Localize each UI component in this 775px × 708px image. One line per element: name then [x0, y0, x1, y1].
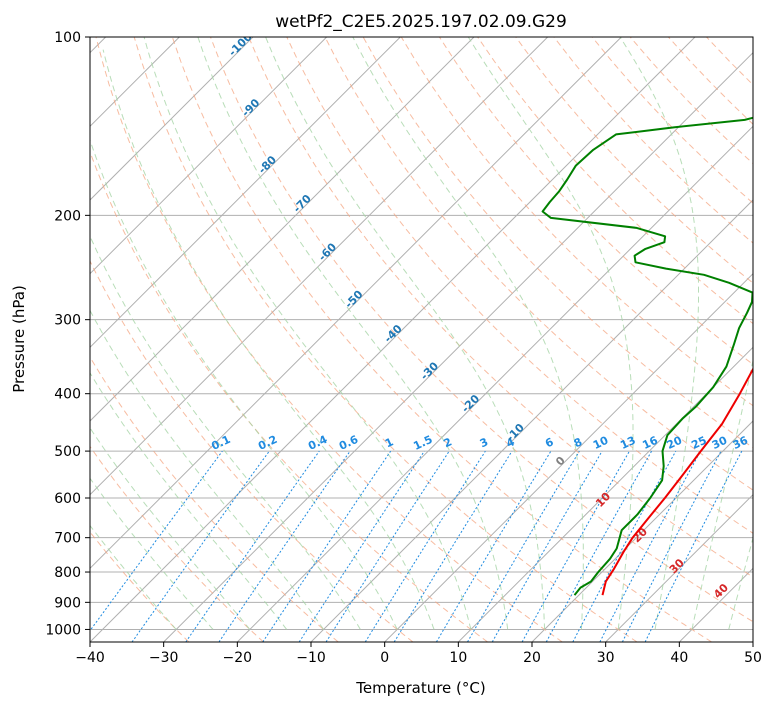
moist-adiabat — [143, 37, 472, 630]
isotherm-line — [163, 51, 753, 642]
moist-adiabat — [90, 235, 361, 630]
y-tick-label: 1000 — [45, 622, 81, 638]
isotherm-line — [531, 420, 753, 642]
x-tick-label: −20 — [223, 650, 253, 666]
mixing-ratio-line — [325, 450, 450, 642]
mixing-ratio-label: 13 — [618, 434, 637, 452]
moist-adiabat — [90, 138, 398, 630]
moist-adiabat — [90, 477, 214, 630]
dry-adiabat — [324, 37, 753, 491]
dewpoint-line — [541, 116, 753, 596]
isotherm-line — [605, 493, 753, 642]
x-tick-label: −10 — [296, 650, 326, 666]
mixing-ratio-line — [572, 450, 677, 642]
isotherm-line — [384, 272, 753, 642]
y-tick-label: 200 — [54, 208, 81, 224]
y-tick-label: 100 — [54, 30, 81, 46]
isotherm-line — [90, 37, 549, 496]
isotherm-line — [457, 346, 753, 642]
mixing-ratio-line — [131, 450, 270, 642]
mixing-ratio-line — [393, 450, 513, 642]
isotherm-line — [90, 37, 328, 275]
moist-adiabat — [619, 37, 699, 630]
y-tick-label: 800 — [54, 565, 81, 581]
dry-adiabat — [90, 356, 339, 642]
mixing-ratio-line — [621, 450, 722, 642]
moist-adiabat — [90, 309, 324, 630]
dry-adiabat — [95, 37, 563, 642]
moist-adiabat — [90, 371, 288, 630]
isotherm-line — [90, 37, 696, 642]
y-tick-label: 700 — [54, 531, 81, 547]
dry-adiabat — [171, 37, 712, 642]
moist-adiabat — [467, 37, 634, 630]
background-lines — [90, 37, 753, 642]
mixing-ratio-label: 20 — [665, 434, 685, 452]
mixing-ratio-line — [521, 450, 630, 642]
isotherm-line — [90, 37, 254, 201]
mixing-ratio-line — [262, 450, 392, 642]
dry-adiabat — [90, 445, 264, 642]
moist-adiabat — [197, 37, 509, 630]
mixing-ratio-line — [90, 450, 223, 632]
dry-adiabat — [90, 259, 414, 642]
mixing-ratio-label: 10 — [591, 434, 611, 452]
x-tick-label: −30 — [149, 650, 179, 666]
plot-frame — [89, 36, 754, 643]
x-tick-label: −40 — [75, 650, 105, 666]
y-axis-label: Pressure (hPa) — [10, 285, 28, 393]
mixing-ratio-label: 16 — [640, 434, 660, 452]
isotherm-line — [90, 37, 475, 422]
moist-adiabat — [352, 37, 584, 630]
mixing-ratio-line — [185, 450, 320, 642]
y-tick-label: 300 — [54, 313, 81, 329]
dry-adiabat — [515, 37, 753, 284]
mixing-ratio-line — [298, 450, 425, 642]
plot-background — [90, 37, 753, 642]
x-tick-label: 30 — [597, 650, 615, 666]
x-tick-label: 40 — [670, 650, 688, 666]
profile-series — [541, 116, 753, 596]
temperature-line — [601, 367, 753, 596]
moist-adiabat — [728, 536, 753, 630]
x-tick-label: 20 — [523, 650, 541, 666]
y-tick-label: 900 — [54, 595, 81, 611]
moist-adiabat — [90, 427, 251, 630]
isotherm-line — [752, 641, 753, 642]
dry-adiabat — [286, 37, 753, 534]
mixing-ratio-line — [644, 450, 743, 642]
x-tick-label: 10 — [449, 650, 467, 666]
isotherm-line — [90, 37, 401, 349]
moist-adiabat — [265, 37, 546, 630]
mixing-ratio-label: 36 — [731, 434, 751, 452]
moist-adiabat — [102, 49, 435, 630]
chart-title: wetPf2_C2E5.2025.197.02.09.G29 — [275, 12, 567, 32]
isotherm-line — [90, 37, 622, 570]
x-tick-label: 50 — [744, 650, 762, 666]
x-axis-ticks: −40 −30 −20 −10 0 10 20 30 40 50 — [75, 642, 762, 666]
dry-adiabat — [133, 37, 638, 642]
isotherm-line — [236, 125, 753, 642]
mixing-ratio-line — [491, 450, 603, 642]
mixing-ratio-line — [545, 450, 653, 642]
y-tick-label: 600 — [54, 491, 81, 507]
x-tick-label: 0 — [380, 650, 389, 666]
y-tick-label: 400 — [54, 387, 81, 403]
dry-adiabat — [210, 37, 753, 623]
moist-adiabat — [691, 358, 753, 630]
mixing-ratio-line — [218, 450, 351, 642]
x-axis-label: Temperature (°C) — [355, 679, 485, 697]
dry-adiabat — [248, 37, 753, 578]
y-axis-ticks: 100 200 300 400 500 600 700 800 900 1000 — [45, 30, 90, 638]
mixing-ratio-label: 30 — [710, 434, 730, 452]
y-tick-label: 500 — [54, 444, 81, 460]
